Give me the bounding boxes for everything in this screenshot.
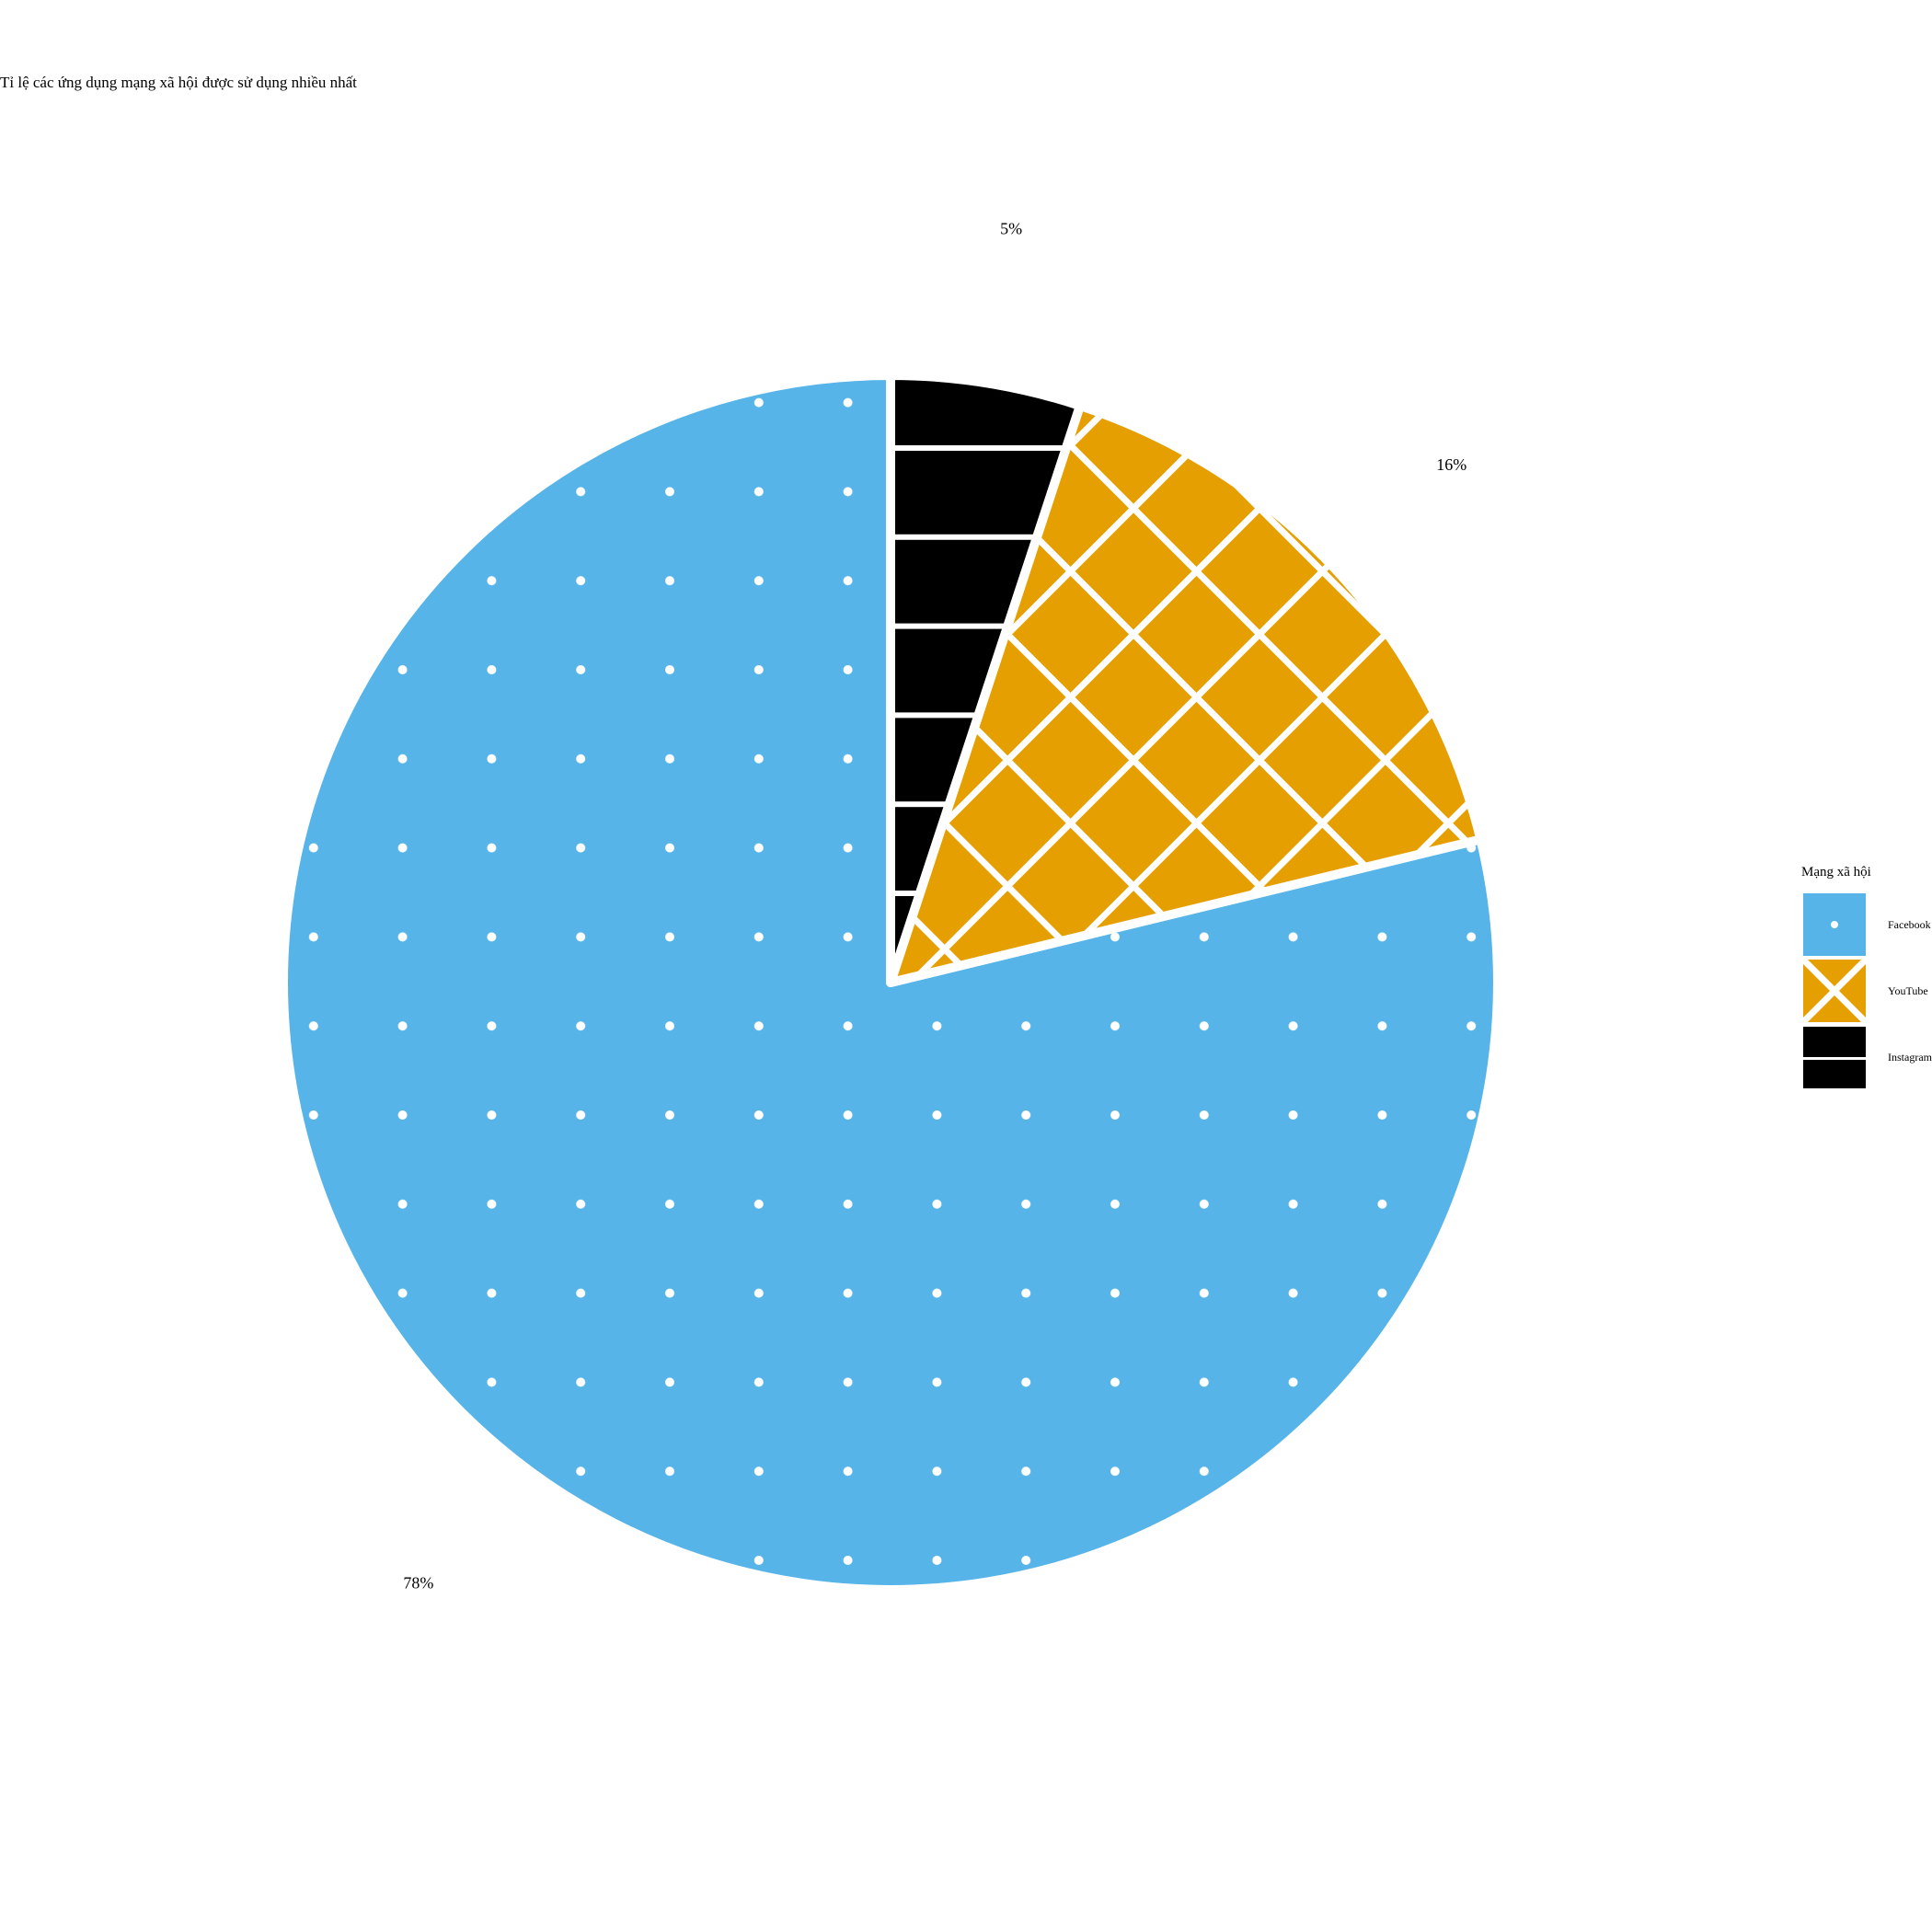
legend: Mạng xã hội Facebook YouTube Instagram [1801,865,1932,1090]
pie-chart: 78% 16% 5% [283,219,1498,1593]
legend-item-youtube: YouTube [1801,958,1932,1024]
legend-label-youtube: YouTube [1888,983,1928,997]
pie-label-instagram: 5% [1000,219,1022,237]
pie-slice-youtube [886,400,1486,987]
legend-item-facebook: Facebook [1801,891,1932,958]
legend-key-youtube [1801,958,1868,1024]
legend-item-instagram: Instagram [1801,1024,1932,1090]
legend-key-instagram [1801,1024,1868,1090]
chart-title: Tỉ lệ các ứng dụng mạng xã hội được sử d… [0,74,357,91]
legend-label-instagram: Instagram [1888,1050,1932,1064]
pie-slice-instagram [886,371,1085,987]
legend-label-facebook: Facebook [1888,917,1931,931]
pie-label-youtube: 16% [1436,455,1466,474]
legend-title: Mạng xã hội [1801,865,1871,880]
pie-label-facebook: 78% [403,1573,433,1592]
legend-key-facebook [1801,891,1868,958]
